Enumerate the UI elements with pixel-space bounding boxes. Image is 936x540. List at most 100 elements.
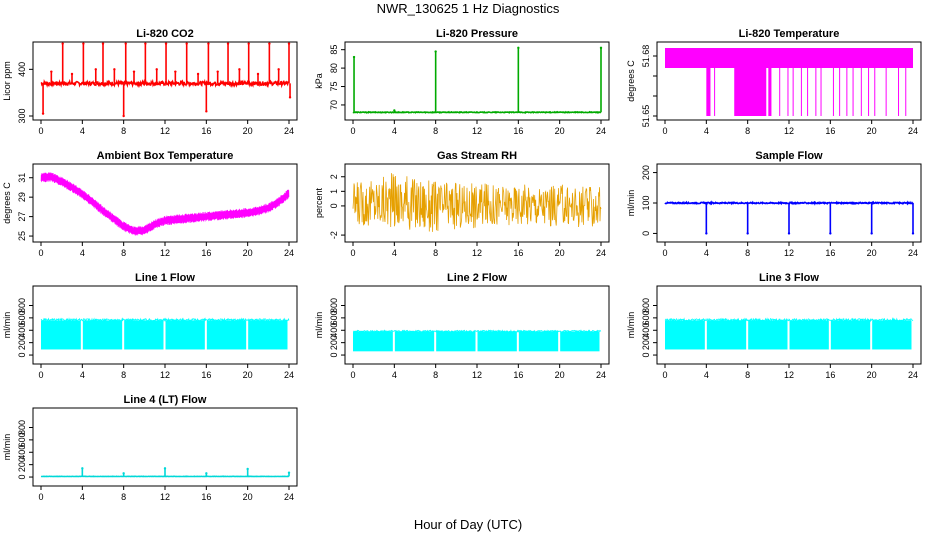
x-tick-label: 0	[38, 126, 43, 136]
series	[352, 173, 602, 232]
x-tick-label: 24	[596, 126, 606, 136]
spike-point	[41, 112, 45, 115]
x-tick-label: 4	[704, 248, 709, 258]
spike-point	[122, 114, 125, 118]
series-line	[40, 172, 290, 236]
spike-point	[164, 42, 168, 45]
spike-point	[144, 42, 147, 45]
panel-title: Li-820 Pressure	[436, 28, 518, 40]
y-tick-label: 400	[17, 62, 27, 77]
x-tick-label: 12	[160, 126, 170, 136]
spike-point	[155, 68, 158, 71]
flow-block	[789, 320, 829, 350]
x-tick-label: 20	[243, 126, 253, 136]
x-tick-label: 0	[350, 126, 355, 136]
y-tick-label: 70	[329, 100, 339, 110]
panel-9: Line 4 (LT) Flow ml/min 0 4 8 12 16 20 24 0 200400…	[2, 394, 298, 502]
y-tick-label: -2	[329, 231, 339, 239]
spike-point	[517, 46, 520, 50]
x-tick-label: 4	[80, 492, 85, 502]
y-tick-label: 0	[641, 231, 651, 236]
y-tick-label: 80	[329, 63, 339, 73]
panel-ylabel: ml/min	[626, 190, 636, 217]
spike-point	[247, 42, 250, 45]
y-tick-label: 0	[329, 203, 339, 208]
spike-point	[256, 72, 260, 76]
x-tick-label: 8	[121, 370, 126, 380]
y-tick-label: 200	[641, 335, 651, 350]
y-tick-label: 800	[641, 298, 651, 313]
panel-title: Sample Flow	[755, 150, 823, 162]
series	[40, 42, 292, 118]
x-tick-label: 16	[825, 248, 835, 258]
series	[665, 48, 913, 116]
x-tick-label: 8	[433, 248, 438, 258]
spike-point	[205, 472, 208, 475]
x-tick-label: 24	[284, 370, 294, 380]
x-tick-label: 12	[472, 248, 482, 258]
series-edge	[664, 317, 914, 323]
flow-block	[665, 320, 705, 350]
panel-title: Ambient Box Temperature	[97, 150, 234, 162]
flow-block	[124, 320, 164, 350]
panel-ylabel: ml/min	[2, 434, 12, 461]
x-tick-label: 4	[392, 248, 397, 258]
series-line	[352, 173, 602, 232]
x-tick-label: 8	[433, 126, 438, 136]
x-tick-label: 8	[121, 126, 126, 136]
x-tick-label: 16	[201, 370, 211, 380]
y-tick-label: 600	[17, 432, 27, 447]
x-tick-label: 16	[201, 248, 211, 258]
y-tick-label: 25	[17, 231, 27, 241]
y-tick-label: 400	[329, 323, 339, 338]
x-tick-label: 12	[784, 248, 794, 258]
series-edge	[40, 317, 290, 323]
flow-block	[394, 331, 435, 352]
x-tick-label: 12	[160, 370, 170, 380]
x-tick-label: 0	[662, 126, 667, 136]
spike-point	[238, 68, 241, 71]
spike-point	[174, 70, 177, 73]
x-tick-label: 4	[392, 126, 397, 136]
x-tick-label: 4	[392, 370, 397, 380]
spike-point	[82, 42, 85, 45]
panel-title: Li-820 Temperature	[739, 28, 840, 40]
y-tick-label: 400	[17, 323, 27, 338]
y-tick-label: 0	[17, 475, 27, 480]
series-band	[665, 48, 913, 68]
spike-point	[132, 70, 136, 73]
y-tick-label: 1	[329, 189, 339, 194]
spike-point	[870, 232, 873, 235]
x-tick-label: 20	[867, 126, 877, 136]
panel-title: Gas Stream RH	[437, 150, 517, 162]
spike-point	[207, 42, 210, 45]
panel-3: Ambient Box Temperature degrees C 0 4 8 12 16 2…	[2, 150, 298, 258]
panel-ylabel: degrees C	[2, 182, 12, 224]
y-tick-label: 2	[329, 174, 339, 179]
x-tick-label: 12	[160, 492, 170, 502]
flow-block	[706, 320, 747, 350]
flow-block	[82, 320, 123, 350]
spike-point	[81, 467, 84, 470]
panel-ylabel: Licor ppm	[2, 61, 12, 101]
x-tick-label: 20	[555, 248, 565, 258]
x-tick-label: 0	[662, 370, 667, 380]
x-tick-label: 0	[38, 370, 43, 380]
x-tick-label: 0	[350, 248, 355, 258]
x-tick-label: 24	[908, 248, 918, 258]
panel-ylabel: kPa	[314, 73, 324, 89]
series	[40, 172, 290, 236]
figure-title: NWR_130625 1 Hz Diagnostics	[376, 1, 560, 16]
series	[664, 317, 914, 350]
spike-point	[70, 72, 74, 76]
y-tick-label: 400	[641, 323, 651, 338]
y-tick-label: 200	[641, 165, 651, 180]
plot-frame	[344, 41, 610, 121]
y-tick-label: 400	[17, 445, 27, 460]
x-tick-label: 0	[38, 248, 43, 258]
x-tick-label: 16	[825, 370, 835, 380]
spike-point	[113, 68, 116, 71]
spike-point	[277, 68, 280, 71]
panel-ylabel: ml/min	[314, 312, 324, 339]
